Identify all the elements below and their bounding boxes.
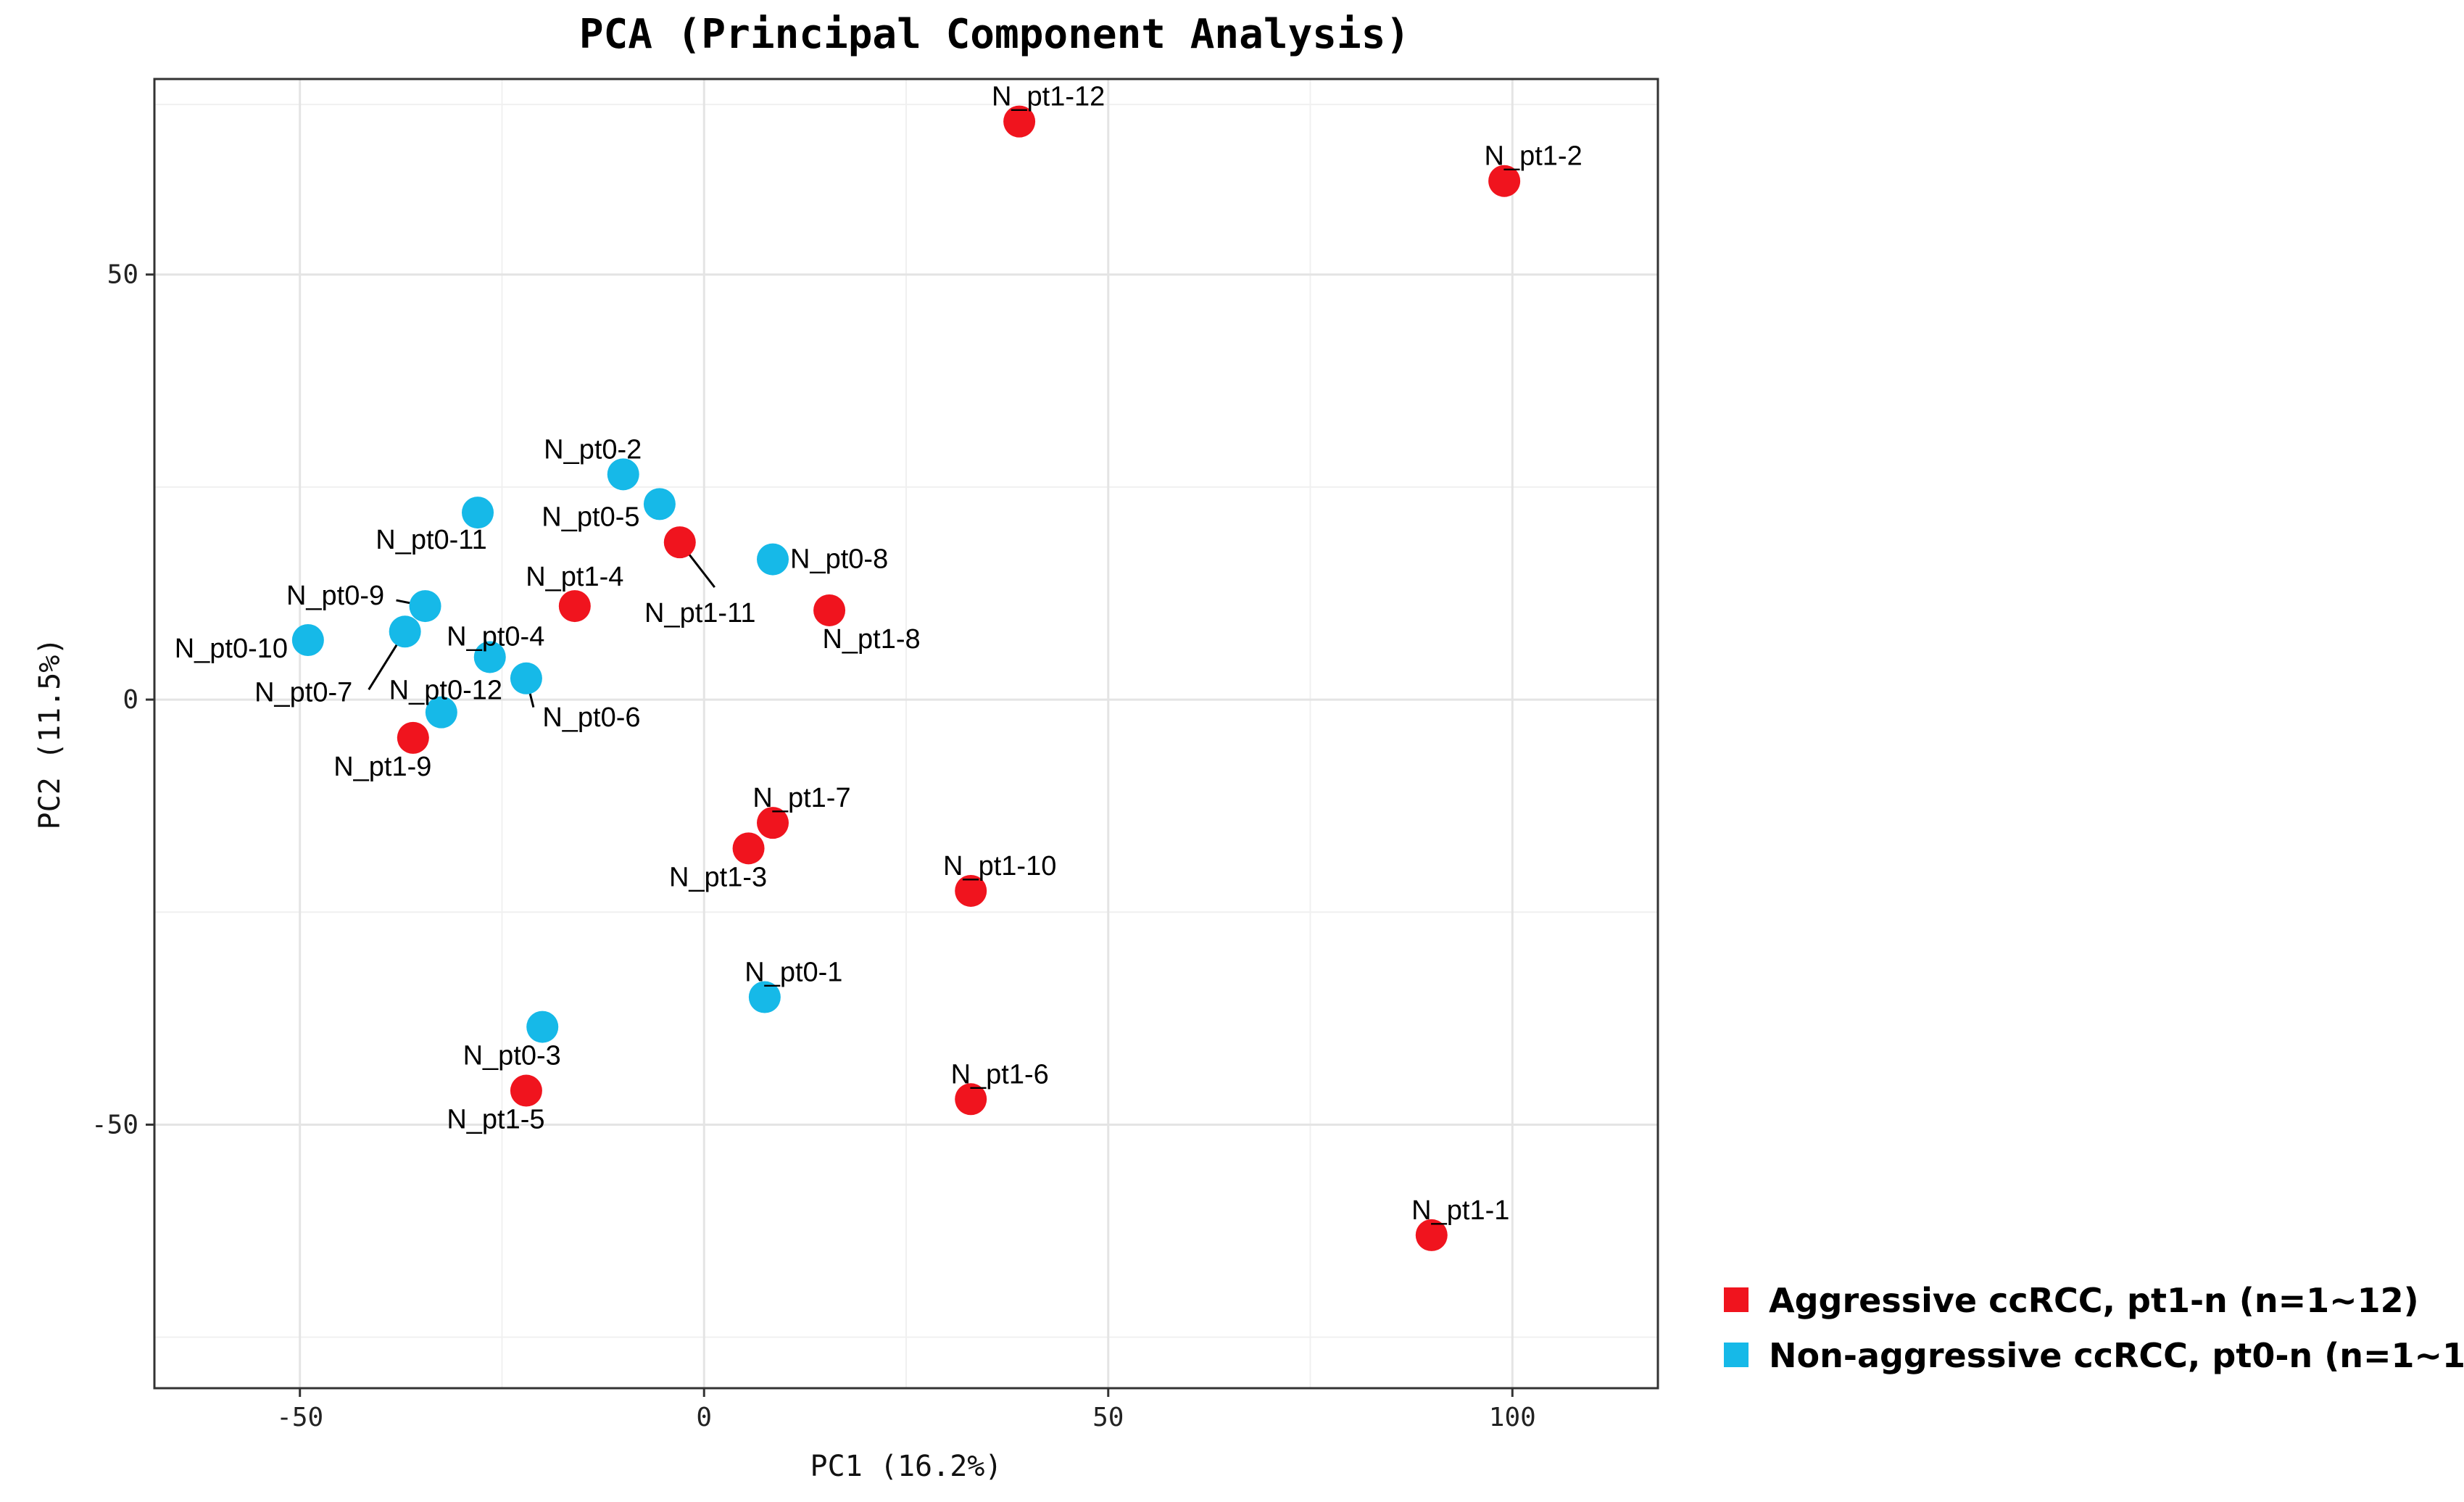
legend-label-non-aggressive: Non-aggressive ccRCC, pt0-n (n=1~12) bbox=[1769, 1336, 2464, 1375]
scatter-point-n-pt0-7 bbox=[389, 615, 421, 648]
scatter-point-n-pt1-9 bbox=[397, 721, 429, 754]
point-label-n-pt1-7: N_pt1-7 bbox=[752, 783, 850, 813]
point-label-n-pt1-5: N_pt1-5 bbox=[447, 1105, 544, 1135]
point-label-n-pt0-3: N_pt0-3 bbox=[463, 1041, 561, 1071]
y-tick-label: 50 bbox=[107, 260, 138, 290]
scatter-point-n-pt1-8 bbox=[813, 594, 846, 626]
legend-swatch-aggressive bbox=[1724, 1287, 1749, 1312]
point-label-n-pt1-11: N_pt1-11 bbox=[644, 598, 756, 628]
point-label-n-pt0-4: N_pt0-4 bbox=[447, 621, 544, 652]
scatter-point-n-pt0-2 bbox=[607, 458, 639, 491]
data-points bbox=[291, 105, 1521, 1251]
point-label-n-pt1-12: N_pt1-12 bbox=[992, 82, 1105, 112]
scatter-point-n-pt1-2 bbox=[1488, 165, 1521, 197]
point-label-n-pt1-4: N_pt1-4 bbox=[526, 562, 623, 592]
point-label-n-pt1-10: N_pt1-10 bbox=[943, 851, 1056, 881]
x-tick-label: 50 bbox=[1092, 1403, 1124, 1432]
scatter-point-n-pt0-12 bbox=[425, 696, 457, 729]
legend-swatch-non-aggressive bbox=[1724, 1343, 1749, 1367]
scatter-point-n-pt1-1 bbox=[1415, 1219, 1448, 1251]
scatter-point-n-pt1-12 bbox=[1003, 105, 1036, 138]
x-tick-label: 0 bbox=[696, 1403, 712, 1432]
plot-border bbox=[153, 78, 1659, 1390]
point-label-n-pt0-10: N_pt0-10 bbox=[175, 634, 288, 664]
scatter-point-n-pt0-5 bbox=[643, 488, 676, 520]
y-tick-label: 0 bbox=[123, 685, 138, 715]
x-axis-title: PC1 (16.2%) bbox=[810, 1450, 1003, 1483]
scatter-point-n-pt1-5 bbox=[510, 1074, 542, 1107]
point-label-n-pt1-9: N_pt1-9 bbox=[333, 752, 431, 782]
scatter-point-n-pt0-6 bbox=[510, 662, 542, 694]
point-labels: N_pt1-1 N_pt1-2 N_pt1-3 N_pt1-4 N_pt1-5 N_pt1… bbox=[175, 82, 1582, 1226]
point-label-n-pt0-8: N_pt0-8 bbox=[790, 544, 888, 575]
legend: Aggressive ccRCC, pt1-n (n=1~12) Non-agg… bbox=[1724, 1281, 2464, 1375]
point-label-n-pt1-1: N_pt1-1 bbox=[1411, 1195, 1509, 1226]
chart-title: PCA (Principal Component Analysis) bbox=[579, 11, 1410, 58]
scatter-point-n-pt1-11 bbox=[663, 526, 696, 559]
scatter-point-n-pt1-10 bbox=[955, 874, 987, 907]
scatter-point-n-pt0-8 bbox=[757, 543, 789, 576]
point-label-n-pt1-2: N_pt1-2 bbox=[1485, 141, 1582, 172]
scatter-point-n-pt0-3 bbox=[526, 1011, 559, 1043]
x-tick-label: 100 bbox=[1489, 1403, 1536, 1432]
point-label-n-pt0-1: N_pt0-1 bbox=[744, 958, 842, 988]
y-axis-title: PC2 (11.5%) bbox=[33, 638, 67, 830]
point-label-n-pt1-8: N_pt1-8 bbox=[822, 624, 920, 655]
scatter-point-n-pt0-1 bbox=[748, 981, 781, 1013]
point-label-n-pt0-11: N_pt0-11 bbox=[376, 525, 487, 555]
scatter-point-n-pt1-6 bbox=[955, 1083, 987, 1116]
x-tick-label: -50 bbox=[276, 1403, 323, 1432]
scatter-point-n-pt0-10 bbox=[291, 624, 324, 656]
grid-lines bbox=[154, 79, 1658, 1388]
point-label-n-pt1-6: N_pt1-6 bbox=[951, 1059, 1049, 1090]
point-label-n-pt0-9: N_pt0-9 bbox=[286, 581, 384, 611]
scatter-point-n-pt0-11 bbox=[462, 497, 494, 529]
y-tick-label: -50 bbox=[91, 1110, 138, 1140]
point-label-n-pt0-6: N_pt0-6 bbox=[542, 702, 640, 733]
point-label-n-pt1-3: N_pt1-3 bbox=[669, 862, 767, 892]
axis-ticks: -50 0 50 100 -50 0 50 bbox=[91, 260, 1536, 1432]
legend-label-aggressive: Aggressive ccRCC, pt1-n (n=1~12) bbox=[1769, 1281, 2419, 1320]
point-label-n-pt0-5: N_pt0-5 bbox=[542, 502, 639, 532]
scatter-point-n-pt0-9 bbox=[409, 590, 441, 623]
point-label-n-pt0-12: N_pt0-12 bbox=[389, 676, 502, 706]
scatter-point-n-pt1-3 bbox=[732, 832, 765, 865]
scatter-point-n-pt1-7 bbox=[757, 807, 789, 839]
scatter-point-n-pt0-4 bbox=[473, 641, 506, 673]
point-label-n-pt0-2: N_pt0-2 bbox=[544, 434, 642, 465]
point-label-n-pt0-7: N_pt0-7 bbox=[254, 677, 352, 708]
scatter-point-n-pt1-4 bbox=[558, 590, 591, 623]
